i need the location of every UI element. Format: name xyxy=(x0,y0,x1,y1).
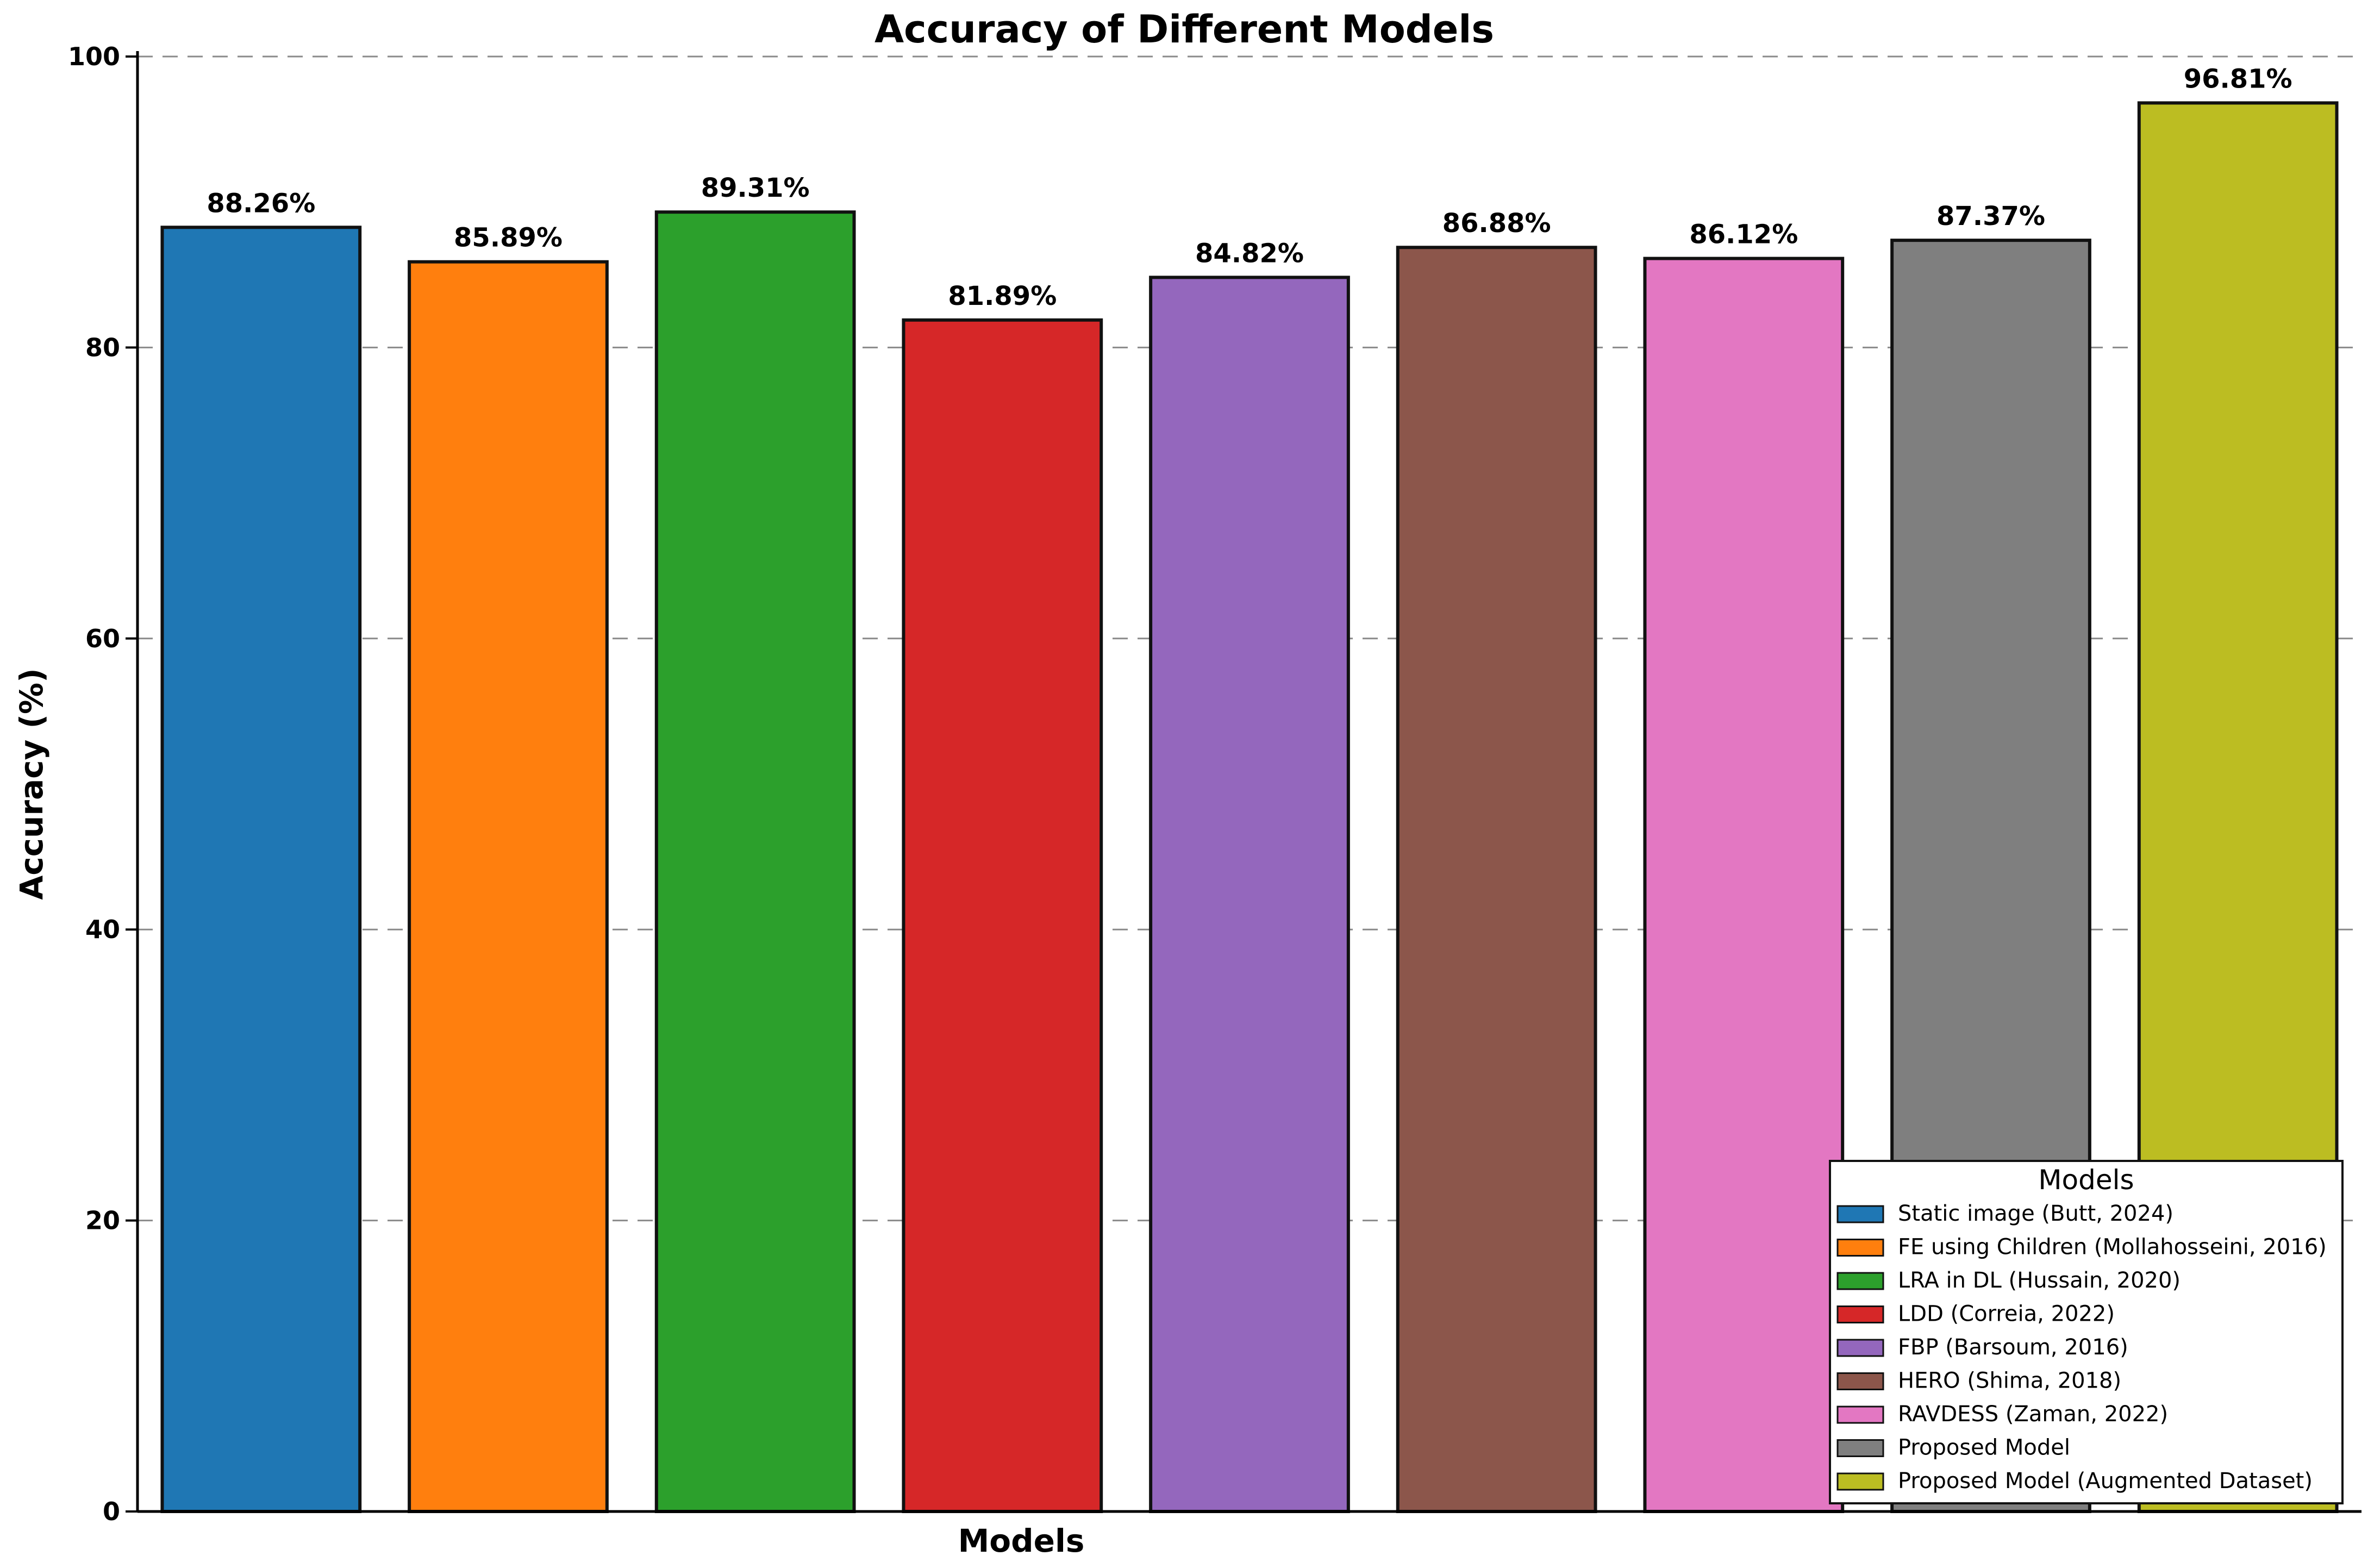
bar-value-label: 89.31% xyxy=(701,173,810,203)
legend-swatch xyxy=(1836,1305,1884,1323)
legend-entry-label: HERO (Shima, 2018) xyxy=(1898,1369,2121,1394)
legend-entry-label: Proposed Model (Augmented Dataset) xyxy=(1898,1469,2313,1494)
labels: 0 20 40 60 80 100 88.26% 85.89% 89.31% 81.89% 84.8… xyxy=(13,7,2292,1559)
legend-swatch xyxy=(1836,1405,1884,1424)
legend-entry-label: LRA in DL (Hussain, 2020) xyxy=(1898,1268,2181,1293)
y-tick-label: 0 xyxy=(103,1497,120,1526)
legend: Models Static image (Butt, 2024) FE using … xyxy=(1829,1160,2344,1504)
bar xyxy=(902,318,1103,1513)
bar xyxy=(1396,246,1597,1513)
legend-swatch xyxy=(1836,1339,1884,1357)
legend-entry-label: LDD (Correia, 2022) xyxy=(1898,1302,2115,1327)
legend-swatch xyxy=(1836,1472,1884,1491)
bar xyxy=(654,210,856,1513)
bar xyxy=(1149,276,1350,1513)
y-tick-label: 20 xyxy=(85,1206,120,1235)
bar-value-label: 86.12% xyxy=(1689,220,1798,250)
legend-entry-label: Proposed Model xyxy=(1898,1435,2070,1460)
bar-value-label: 86.88% xyxy=(1442,208,1551,239)
legend-swatch xyxy=(1836,1372,1884,1390)
legend-swatch xyxy=(1836,1205,1884,1223)
y-tick-label: 100 xyxy=(68,42,120,71)
legend-swatch xyxy=(1836,1239,1884,1257)
axes xyxy=(126,51,2361,1513)
y-tick-label: 40 xyxy=(85,915,120,944)
x-axis-title: Models xyxy=(958,1522,1085,1559)
bar-value-label: 81.89% xyxy=(948,281,1057,311)
y-tick-label: 60 xyxy=(85,624,120,653)
legend-box xyxy=(1829,1160,2344,1504)
bar-value-label: 96.81% xyxy=(2184,64,2292,94)
y-tick-label: 80 xyxy=(85,333,120,362)
bar-value-label: 85.89% xyxy=(454,223,563,253)
legend-swatch xyxy=(1836,1439,1884,1457)
legend-entry-label: Static image (Butt, 2024) xyxy=(1898,1201,2173,1226)
bar-value-label: 84.82% xyxy=(1195,238,1304,268)
bar xyxy=(408,260,609,1514)
bar xyxy=(160,226,362,1513)
bar xyxy=(1643,257,1845,1513)
chart-title: Accuracy of Different Models xyxy=(874,7,1494,52)
bar-value-label: 88.26% xyxy=(207,188,315,218)
y-axis-title: Accuracy (%) xyxy=(13,668,50,899)
legend-entry-label: FE using Children (Mollahosseini, 2016) xyxy=(1898,1235,2327,1260)
legend-title: Models xyxy=(2038,1164,2134,1196)
legend-swatch xyxy=(1836,1272,1884,1290)
legend-entry-label: RAVDESS (Zaman, 2022) xyxy=(1898,1402,2168,1427)
bar-value-label: 87.37% xyxy=(1936,201,2045,232)
legend-entry-label: FBP (Barsoum, 2016) xyxy=(1898,1335,2128,1360)
